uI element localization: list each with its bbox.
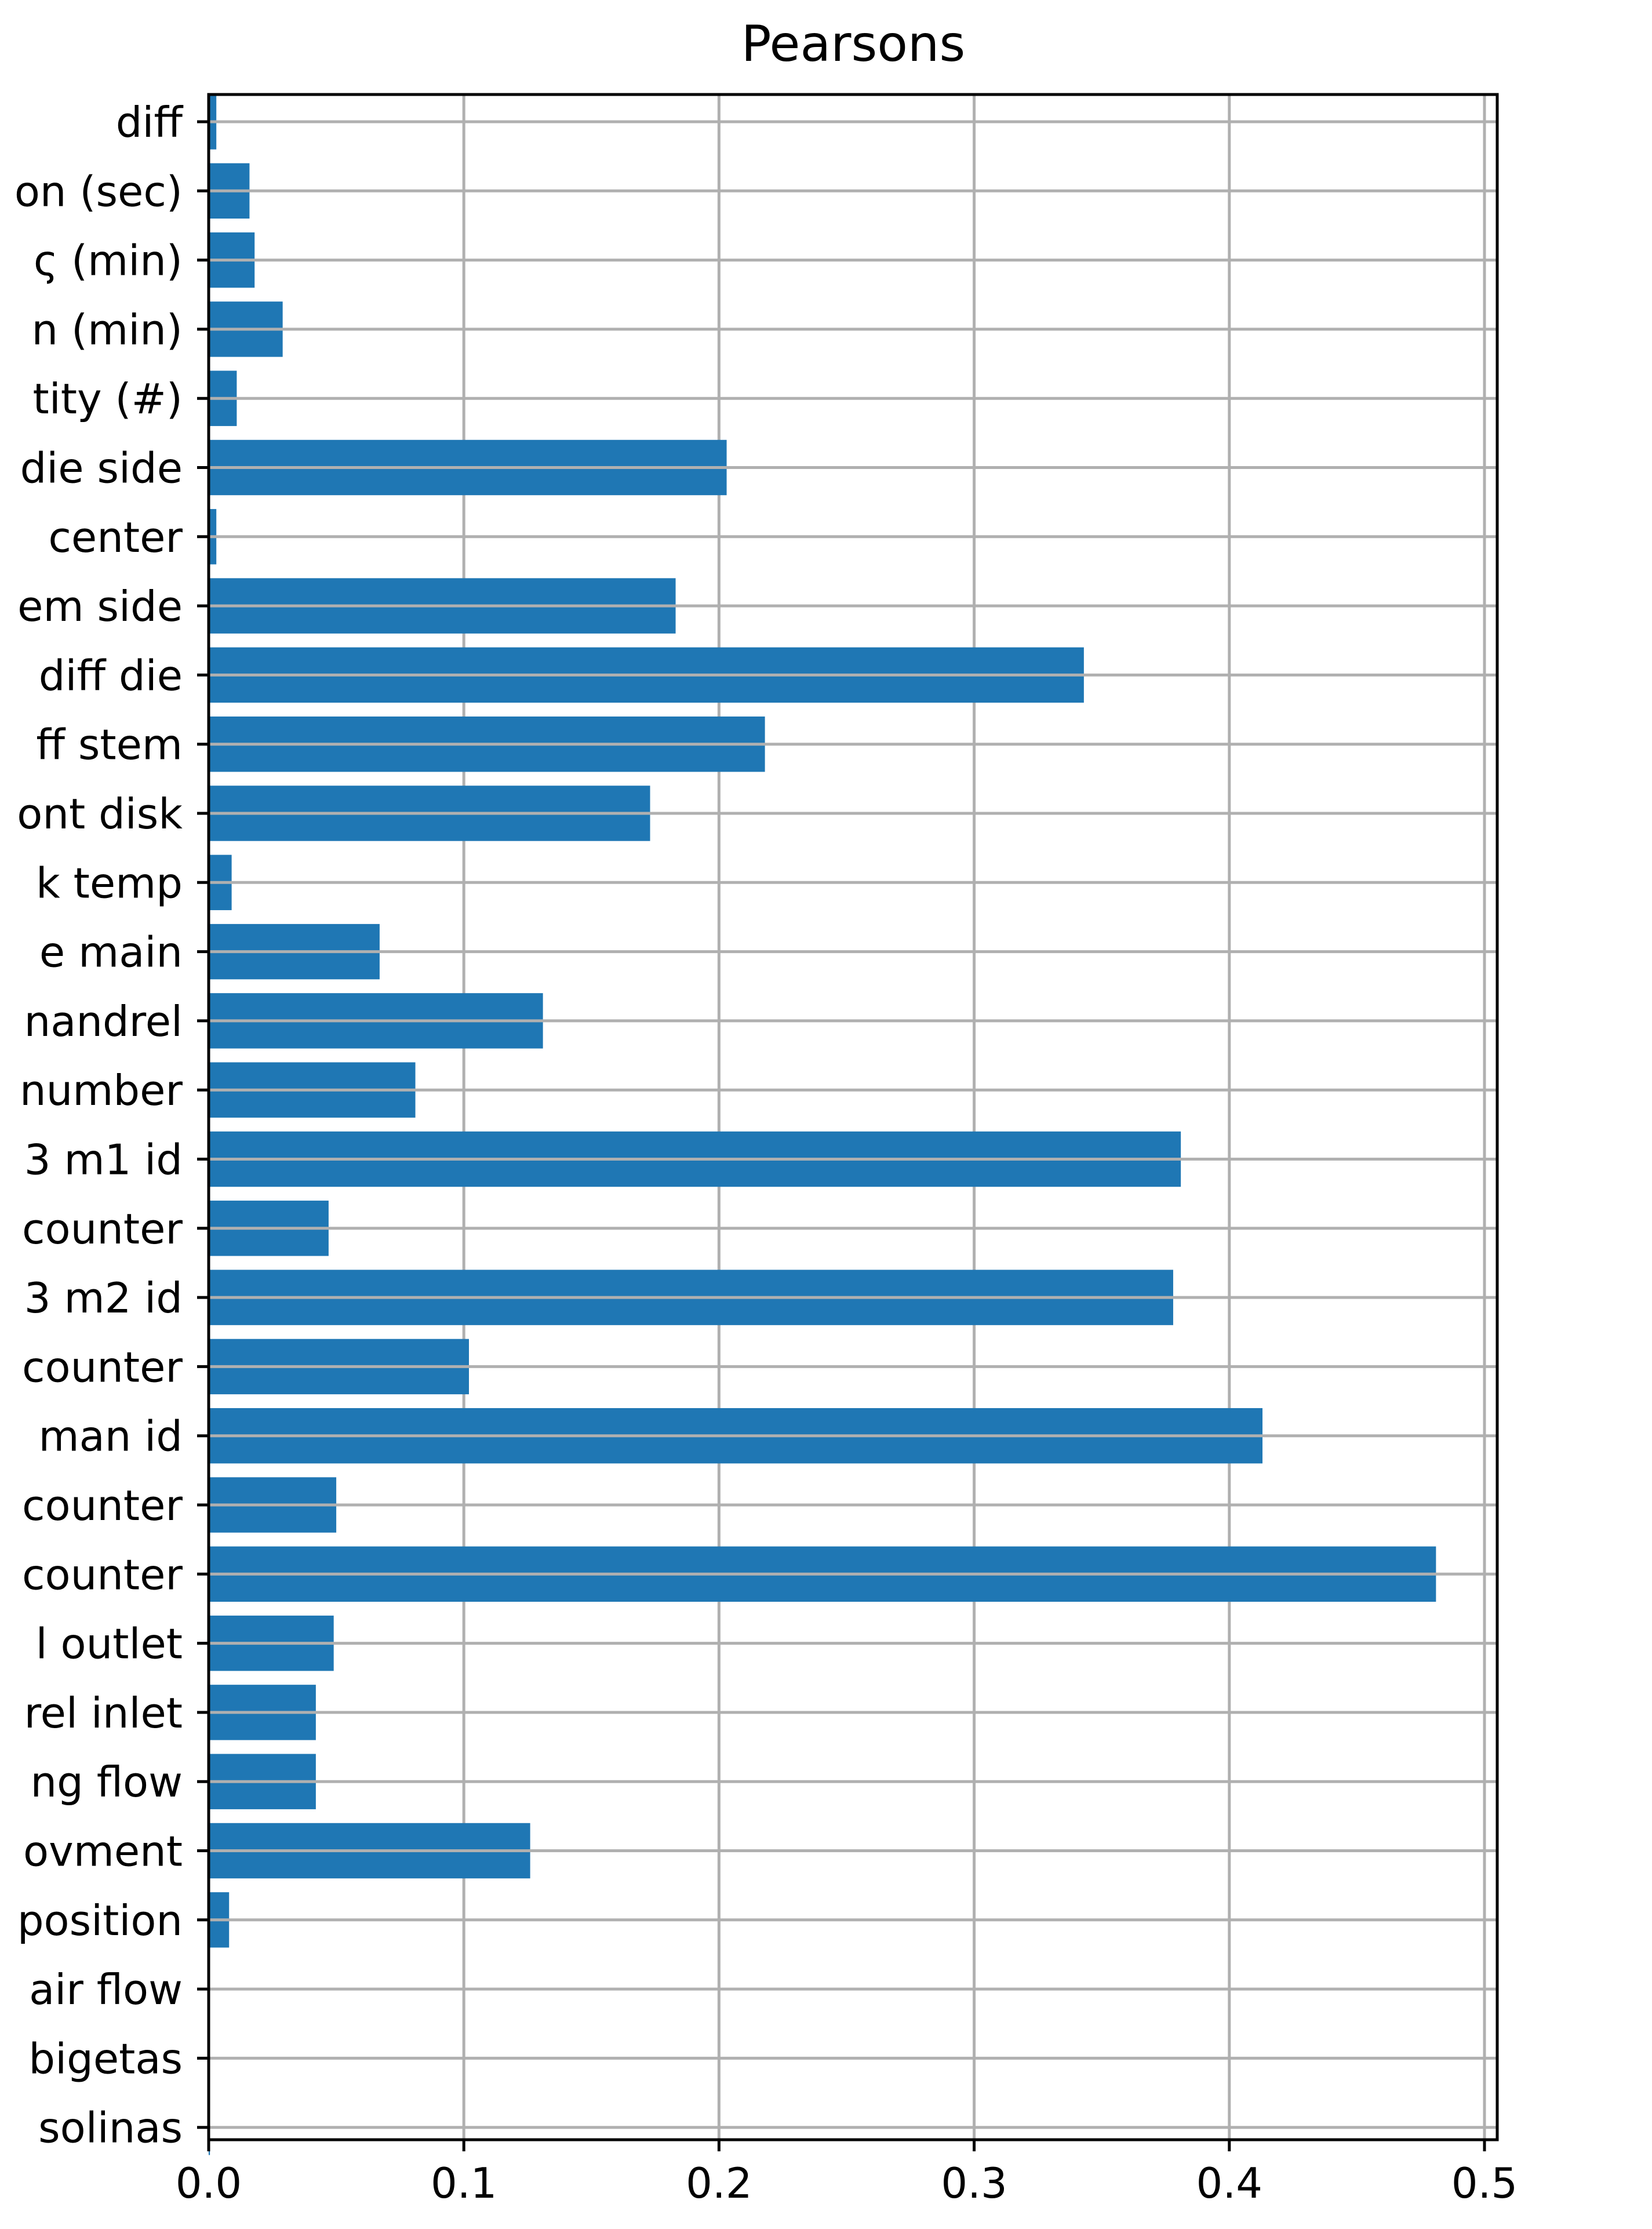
y-tick-label: ff stem: [36, 721, 183, 769]
horizontal-grid-lines: [209, 120, 1497, 2129]
y-tick-label: bigetas: [28, 2034, 183, 2083]
y-tick-label: ont disk: [17, 790, 183, 838]
x-tick-label: 0.1: [431, 2159, 497, 2208]
y-tick-labels: diff on (sec) ς (min) n (min) tity (#) die si…: [14, 98, 184, 2152]
y-tick-label: e main: [39, 928, 183, 977]
plot-frame: [207, 93, 1499, 2141]
y-tick-label: ovment: [23, 1827, 183, 1876]
y-tick-label: counter: [22, 1481, 183, 1530]
y-tick-label: nandrel: [24, 997, 183, 1046]
y-tick-label: diff: [116, 98, 184, 147]
y-tick-label: man id: [39, 1412, 183, 1461]
x-tick-label: 0.4: [1196, 2159, 1263, 2208]
y-tick-label: ng flow: [30, 1758, 183, 1806]
y-tick-label: ς (min): [34, 237, 183, 285]
y-tick-label: em side: [17, 582, 183, 631]
x-tick-labels: 0.0 0.1 0.2 0.3 0.4 0.5: [176, 2159, 1518, 2208]
y-tick-label: solinas: [38, 2104, 183, 2152]
y-tick-label: l outlet: [36, 1620, 183, 1668]
x-tick-label: 0.2: [686, 2159, 752, 2208]
x-tick-label: 0.5: [1451, 2159, 1518, 2208]
chart-title: Pearsons: [741, 15, 966, 73]
y-tick-label: center: [48, 513, 183, 562]
y-tick-label: rel inlet: [24, 1689, 183, 1737]
y-tick-label: k temp: [36, 859, 183, 907]
y-tick-label: counter: [22, 1343, 183, 1391]
y-tick-label: number: [20, 1066, 183, 1115]
y-tick-label: diff die: [39, 651, 183, 700]
y-tick-label: 3 m1 id: [24, 1136, 183, 1184]
x-tick-label: 0.3: [941, 2159, 1007, 2208]
y-tick-label: n (min): [32, 306, 183, 354]
y-tick-label: counter: [22, 1550, 183, 1599]
x-tick-label: 0.0: [176, 2159, 242, 2208]
y-tick-label: counter: [22, 1205, 183, 1253]
y-tick-label: position: [17, 1896, 183, 1945]
y-tick-label: 3 m2 id: [24, 1274, 183, 1322]
y-tick-label: die side: [20, 444, 183, 493]
y-tick-label: air flow: [29, 1965, 183, 2014]
axis-ticks: [197, 120, 1486, 2151]
y-tick-label: on (sec): [14, 167, 183, 216]
y-tick-label: tity (#): [33, 374, 183, 423]
